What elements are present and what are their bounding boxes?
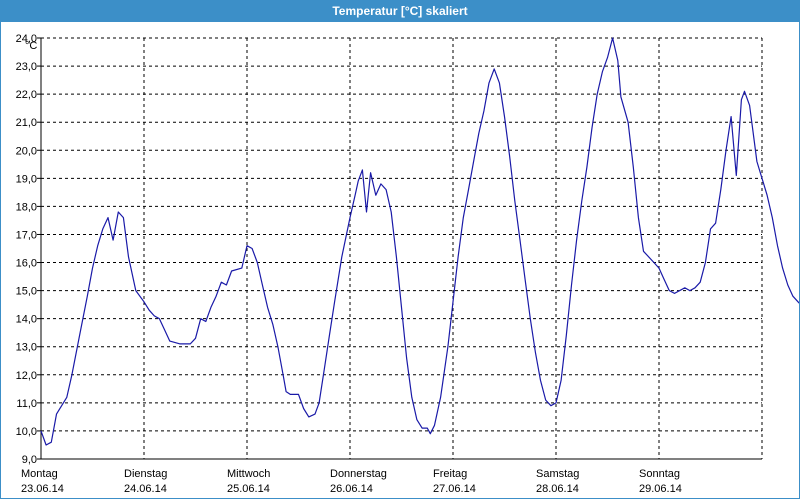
- y-tick-label: 18,0: [16, 201, 37, 213]
- y-tick-label: 9,0: [22, 454, 37, 466]
- x-tick-label-day: Sonntag: [639, 468, 680, 480]
- y-tick-label: 13,0: [16, 342, 37, 354]
- y-tick-label: 21,0: [16, 117, 37, 129]
- y-unit-label: °C: [25, 40, 37, 52]
- y-tick-labels: 9,0 10,0 11,0 12,0 13,0 14,0 15,0 16,0 17,0 18,0 1…: [16, 33, 37, 466]
- x-tick-label-day: Dienstag: [124, 468, 167, 480]
- x-tick-label-date: 26.06.14: [330, 483, 373, 495]
- y-tick-label: 22,0: [16, 89, 37, 101]
- x-tick-label-date: 25.06.14: [227, 483, 270, 495]
- x-tick-label-date: 29.06.14: [639, 483, 682, 495]
- x-tick-label-date: 28.06.14: [536, 483, 579, 495]
- y-tick-label: 11,0: [16, 398, 37, 410]
- y-tick-label: 16,0: [16, 258, 37, 270]
- x-tick-label-day: Mittwoch: [227, 468, 270, 480]
- x-tick-label-day: Montag: [21, 468, 58, 480]
- x-tick-label-date: 27.06.14: [433, 483, 476, 495]
- x-tick-label-day: Freitag: [433, 468, 467, 480]
- series-line-temperature: [40, 37, 799, 446]
- chart-title-bar: Temperatur [°C] skaliert: [0, 0, 800, 22]
- series: [40, 37, 799, 446]
- axes: [37, 37, 762, 460]
- y-tick-label: 12,0: [16, 370, 37, 382]
- x-tick-label-day: Samstag: [536, 468, 579, 480]
- y-tick-label: 17,0: [16, 229, 37, 241]
- y-tick-label: 15,0: [16, 286, 37, 298]
- y-tick-label: 23,0: [16, 61, 37, 73]
- y-tick-label: 10,0: [16, 426, 37, 438]
- temperature-chart: 9,0 10,0 11,0 12,0 13,0 14,0 15,0 16,0 17,0 18,0 1…: [16, 33, 799, 495]
- y-tick-label: 14,0: [16, 314, 37, 326]
- chart-frame: 9,0 10,0 11,0 12,0 13,0 14,0 15,0 16,0 17,0 18,0 1…: [0, 22, 800, 499]
- x-tick-label-date: 24.06.14: [124, 483, 167, 495]
- x-tick-labels: Montag 23.06.14 Dienstag 24.06.14 Mittwoch 25…: [21, 468, 682, 495]
- y-tick-label: 20,0: [16, 145, 37, 157]
- x-tick-label-day: Donnerstag: [330, 468, 387, 480]
- x-tick-label-date: 23.06.14: [21, 483, 64, 495]
- grid: [41, 37, 763, 459]
- chart-title: Temperatur [°C] skaliert: [332, 4, 468, 18]
- y-tick-label: 19,0: [16, 173, 37, 185]
- y-tick-label: 24,0: [16, 33, 37, 45]
